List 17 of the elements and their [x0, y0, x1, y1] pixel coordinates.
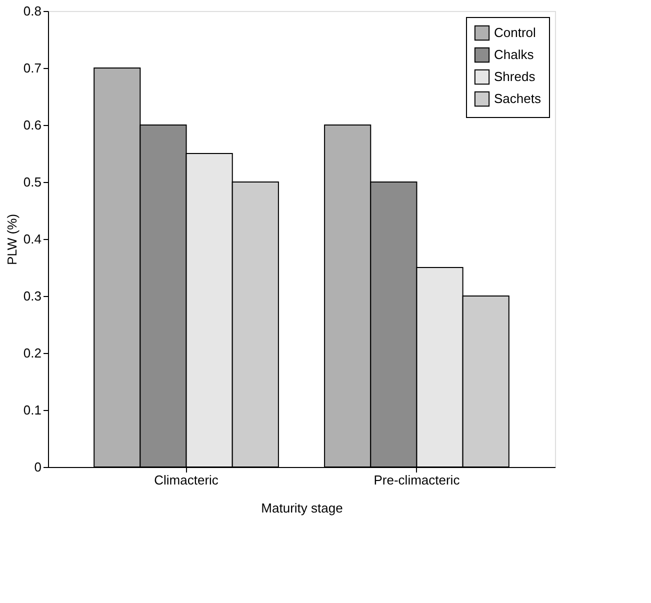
y-tick-label: 0.6 [23, 118, 42, 132]
y-tick-label: 0.8 [23, 4, 42, 18]
y-axis-title: PLW (%) [4, 214, 20, 266]
x-axis-title: Maturity stage [261, 500, 343, 516]
legend-label: Control [494, 25, 536, 40]
y-tick-label: 0.7 [23, 60, 42, 76]
x-tick-label: Pre-climacteric [374, 472, 460, 488]
legend-label: Chalks [494, 47, 534, 62]
legend-label: Sachets [494, 91, 542, 106]
y-tick-label: 0.5 [23, 174, 42, 190]
x-tick-label: Climacteric [154, 472, 219, 488]
legend-label: Shreds [494, 69, 536, 84]
y-tick-label: 0 [34, 460, 42, 474]
y-tick-label: 0.3 [23, 288, 42, 304]
y-tick-label: 0.2 [23, 346, 42, 360]
y-tick-label: 0.1 [23, 402, 42, 418]
y-tick-label: 0.4 [23, 232, 42, 246]
